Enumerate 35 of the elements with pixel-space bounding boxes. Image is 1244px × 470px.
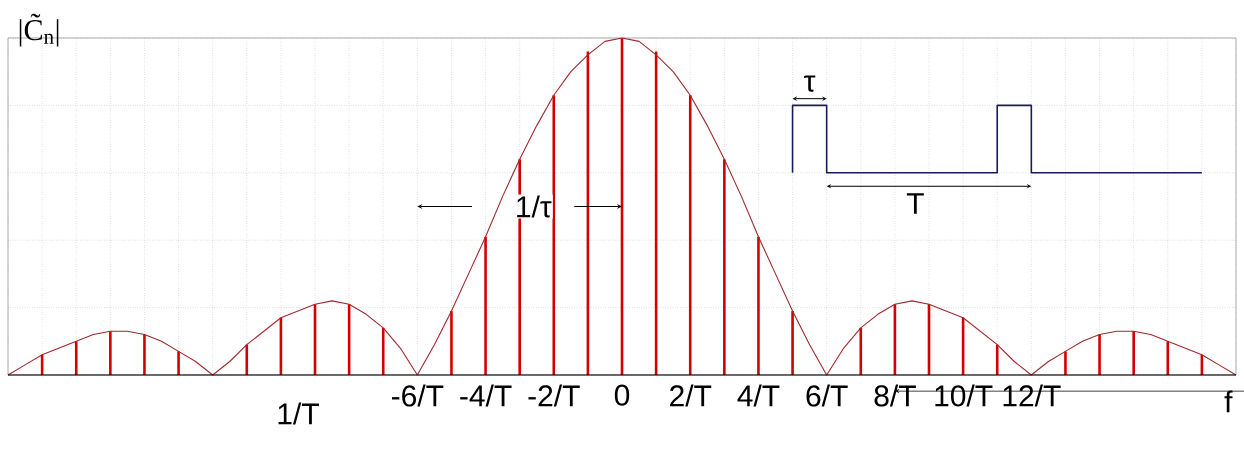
bar bbox=[791, 310, 794, 375]
x-axis-title: f bbox=[1224, 390, 1233, 413]
x-tick-label: -4/T bbox=[460, 384, 512, 407]
x-tick-label: -6/T bbox=[392, 384, 444, 407]
bar bbox=[757, 236, 760, 375]
annotation: T bbox=[906, 193, 924, 214]
y-axis-title: |C̃$_{n}$| bbox=[19, 13, 59, 47]
bar bbox=[245, 344, 249, 375]
bar bbox=[74, 341, 78, 375]
x-tick-label: 8/T bbox=[874, 384, 916, 407]
bar bbox=[109, 331, 112, 375]
bar bbox=[995, 344, 999, 375]
bar bbox=[859, 327, 863, 375]
text: 1/T bbox=[278, 402, 319, 425]
x-tick-label: 10/T bbox=[935, 384, 993, 407]
x-tick-label: 0 bbox=[614, 384, 630, 406]
x-tick-label: 2/T bbox=[670, 384, 712, 407]
x-tick-label: 6/T bbox=[806, 384, 848, 407]
bar bbox=[723, 159, 726, 375]
annotation: 1/τ bbox=[517, 195, 552, 218]
bar bbox=[381, 327, 385, 375]
bar bbox=[484, 236, 487, 375]
bar bbox=[450, 310, 453, 375]
bar bbox=[1098, 334, 1101, 375]
bar bbox=[1132, 331, 1135, 375]
bar bbox=[688, 95, 692, 375]
bar bbox=[143, 334, 146, 375]
bar bbox=[1166, 341, 1170, 375]
x-tick-label: 12/T bbox=[1003, 384, 1061, 407]
bar bbox=[552, 95, 556, 375]
annotation: τ bbox=[804, 75, 816, 92]
bar bbox=[1064, 351, 1067, 375]
bar bbox=[177, 351, 180, 375]
x-tick-label: 4/T bbox=[737, 384, 780, 407]
x-tick-label: -2/T bbox=[528, 384, 580, 407]
